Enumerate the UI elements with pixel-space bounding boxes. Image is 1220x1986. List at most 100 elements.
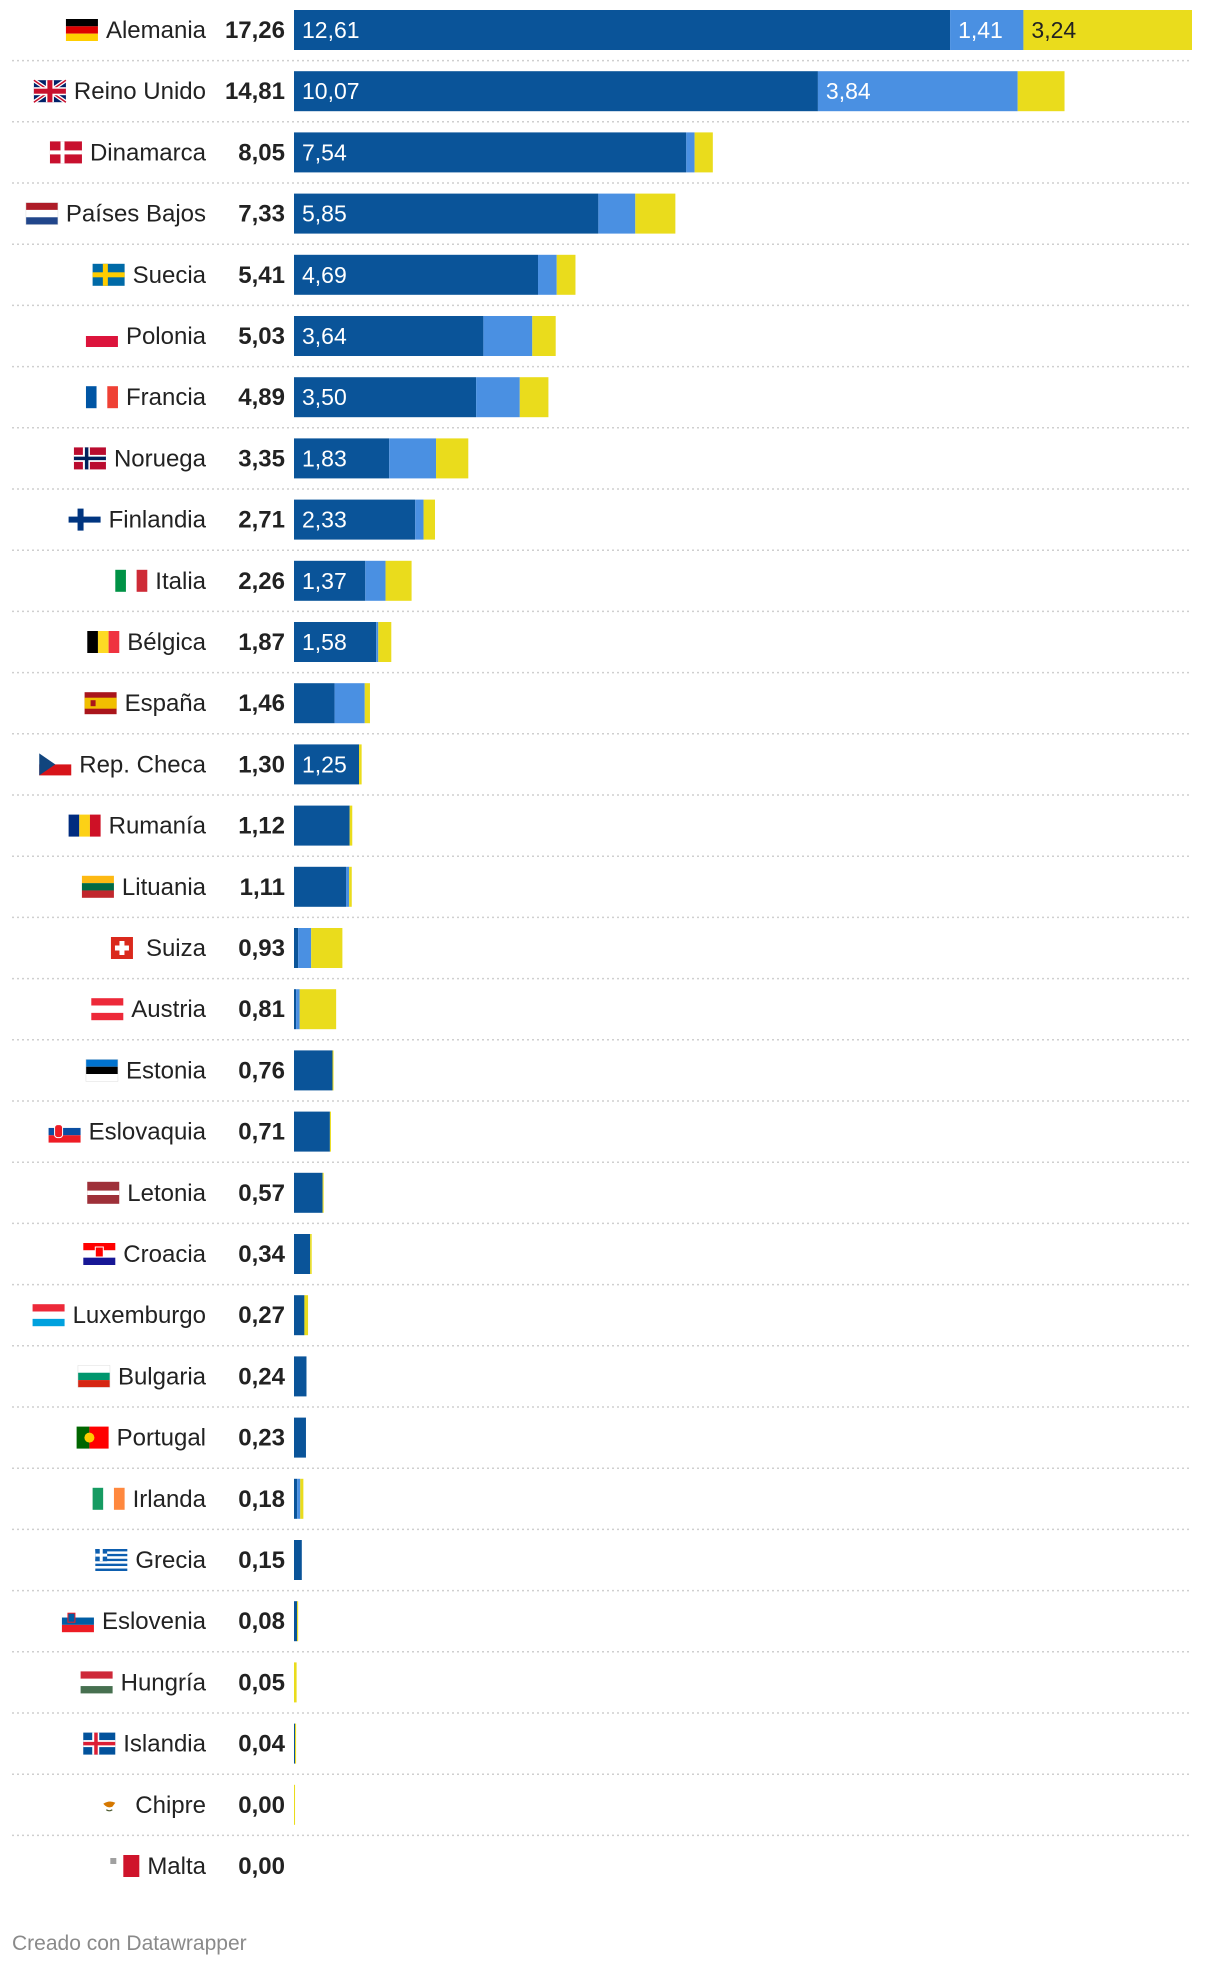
total-label: 0,27	[238, 1302, 285, 1329]
country-label: Eslovenia	[102, 1608, 207, 1635]
flag-pl-icon	[85, 325, 118, 347]
flag-mt-icon	[107, 1855, 140, 1877]
bar-segment	[538, 254, 557, 295]
chart-row: Italia 2,26 1,37	[12, 560, 1192, 613]
bar-segment	[294, 1172, 323, 1213]
total-label: 0,57	[238, 1180, 285, 1207]
bar-segment	[423, 499, 435, 540]
bar-segment	[294, 683, 335, 724]
country-label: Chipre	[135, 1792, 206, 1819]
total-label: 2,26	[238, 568, 285, 595]
flag-hr-icon	[83, 1243, 116, 1265]
total-label: 1,12	[238, 813, 285, 840]
bar-segment	[297, 1478, 301, 1519]
chart-row: Portugal 0,23	[12, 1417, 1192, 1469]
bar-segment	[635, 193, 676, 234]
bar-segment	[329, 1111, 331, 1152]
country-label: Alemania	[106, 17, 207, 44]
bar-segment	[1023, 10, 1192, 50]
data-label: 3,64	[302, 323, 347, 349]
bar-segment	[310, 1234, 312, 1274]
bar-segment	[294, 1784, 296, 1825]
data-label: 10,07	[302, 78, 360, 104]
bar-segment	[483, 316, 533, 356]
total-label: 0,18	[238, 1486, 285, 1513]
country-label: Suiza	[146, 935, 207, 962]
bar-segment	[300, 1478, 304, 1519]
total-label: 0,00	[238, 1853, 285, 1880]
chart-row: Grecia 0,15	[12, 1540, 1192, 1592]
chart-row: Hungría 0,05	[12, 1662, 1192, 1714]
total-label: 0,34	[238, 1241, 285, 1268]
chart-row: Lituania 1,11	[12, 866, 1192, 919]
flag-nl-icon	[25, 202, 59, 225]
flag-sk-icon	[48, 1120, 81, 1143]
data-label: 1,58	[302, 629, 347, 655]
chart-row: Islandia 0,04	[12, 1723, 1192, 1775]
flag-lv-icon	[87, 1181, 120, 1204]
total-label: 0,81	[238, 996, 285, 1023]
country-label: Bulgaria	[118, 1363, 207, 1390]
bar-segment	[295, 1723, 297, 1764]
bar-segment	[334, 683, 365, 724]
country-label: Malta	[147, 1853, 206, 1880]
data-label: 3,24	[1031, 17, 1076, 43]
bar-segment	[294, 866, 347, 907]
bar-segment	[376, 622, 379, 662]
bar-segment	[294, 132, 687, 173]
bar-segment	[297, 1601, 299, 1642]
flag-ie-icon	[92, 1487, 125, 1510]
total-label: 2,71	[238, 507, 285, 534]
chart-row: Bélgica 1,87 1,58	[12, 622, 1192, 674]
country-label: Rumanía	[109, 813, 207, 840]
chart-row: Croacia 0,34	[12, 1234, 1192, 1286]
country-label: Dinamarca	[90, 139, 207, 166]
total-label: 1,11	[240, 874, 285, 901]
country-label: Rep. Checa	[79, 751, 206, 778]
country-label: Islandia	[123, 1731, 206, 1758]
total-label: 0,05	[238, 1669, 285, 1696]
bar-segment	[817, 71, 1018, 112]
chart-row: Estonia 0,76	[12, 1050, 1192, 1102]
country-label: Eslovaquia	[89, 1119, 207, 1146]
bar-segment	[365, 560, 386, 601]
bar-segment	[694, 132, 713, 173]
total-label: 5,03	[238, 323, 285, 350]
bar-segment	[299, 989, 337, 1030]
bar-segment	[294, 316, 484, 356]
bar-segment	[556, 254, 576, 295]
chart-row: Reino Unido 14,81 10,07 3,84	[12, 71, 1192, 123]
flag-gr-icon	[95, 1549, 128, 1571]
country-label: Letonia	[127, 1180, 206, 1207]
chart-row: Suiza 0,93	[12, 928, 1192, 980]
flag-fi-icon	[68, 508, 101, 531]
flag-ee-icon	[85, 1059, 119, 1082]
bar-segment	[950, 10, 1024, 50]
chart-row: Austria 0,81	[12, 989, 1192, 1041]
bar-segment	[532, 316, 556, 356]
country-label: Croacia	[123, 1241, 206, 1268]
data-label: 4,69	[302, 262, 347, 288]
flag-es-icon	[84, 692, 117, 715]
country-label: Francia	[126, 384, 207, 411]
chart-row: Finlandia 2,71 2,33	[12, 499, 1192, 551]
country-label: Bélgica	[127, 629, 206, 656]
bar-segment	[294, 805, 350, 846]
country-label: Reino Unido	[74, 78, 206, 105]
bar-segment	[294, 10, 951, 50]
total-label: 0,04	[238, 1731, 285, 1758]
bar-segment	[294, 622, 377, 662]
bar-segment	[364, 683, 370, 724]
chart-row: Letonia 0,57	[12, 1172, 1192, 1225]
total-label: 3,35	[238, 445, 285, 472]
total-label: 0,71	[238, 1119, 285, 1146]
bar-segment	[294, 254, 539, 295]
total-label: 0,23	[238, 1425, 285, 1452]
bar-segment	[294, 193, 599, 234]
country-label: Hungría	[121, 1669, 207, 1696]
bar-segment	[389, 438, 437, 479]
total-label: 1,87	[238, 629, 285, 656]
flag-gb-icon	[32, 78, 68, 104]
bar-segment	[598, 193, 636, 234]
data-label: 1,83	[302, 445, 347, 471]
